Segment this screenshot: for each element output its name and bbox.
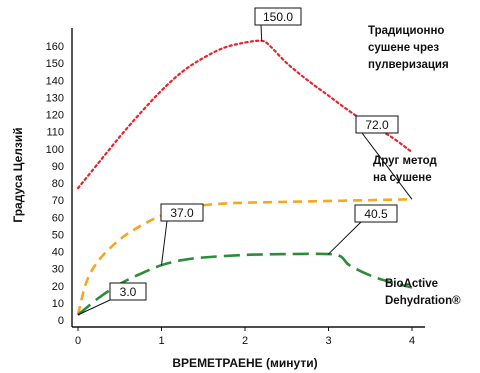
- callout: 72.0: [355, 115, 413, 200]
- y-tick-label: 50: [52, 229, 64, 241]
- x-axis-title: ВРЕМЕТРАЕНЕ (минути): [172, 356, 317, 370]
- x-tick-labels: 0 1 2 3 4: [75, 327, 415, 347]
- y-tick-label: 140: [46, 75, 64, 87]
- legend-line: BioActive: [385, 278, 438, 290]
- callout: 37.0: [160, 203, 204, 266]
- callout-leader: [260, 24, 263, 41]
- callout-value: 150.0: [263, 10, 293, 24]
- y-tick-label: 30: [52, 264, 64, 276]
- y-tick-label: 120: [46, 110, 64, 122]
- callout-value: 72.0: [365, 118, 389, 132]
- y-tick-label: 0: [58, 315, 64, 327]
- y-tick-label: 130: [46, 92, 64, 104]
- callout-leader: [361, 132, 413, 200]
- legend-line: Традиционно: [368, 25, 444, 37]
- y-tick-label: 60: [52, 212, 64, 224]
- legend-label-1: Друг метод на сушене: [373, 155, 438, 184]
- y-tick-label: 150: [46, 58, 64, 70]
- legend-label-0: Традиционно сушене чрез пулверизация: [368, 25, 449, 71]
- y-tick-label: 80: [52, 178, 64, 190]
- legend-line: пулверизация: [368, 59, 449, 71]
- axes: [71, 28, 425, 328]
- callout-box: [354, 204, 398, 223]
- callout-leader: [161, 220, 168, 266]
- x-tick-label: 3: [325, 335, 331, 347]
- series-legends: Традиционно сушене чрез пулверизация Друг м…: [368, 25, 461, 307]
- x-tick-label: 4: [409, 335, 415, 347]
- callout-value: 3.0: [120, 285, 137, 299]
- callout: 3.0: [77, 282, 147, 316]
- legend-line: Dehydration®: [385, 295, 461, 307]
- callout-box: [109, 282, 147, 301]
- y-tick-label: 20: [52, 281, 64, 293]
- callout-box: [160, 203, 204, 222]
- y-tick-label: 40: [52, 247, 64, 259]
- y-axis-title: Градуса Целзий: [11, 127, 25, 222]
- series-line-2: [77, 252, 413, 316]
- legend-line: на сушене: [373, 172, 432, 184]
- x-tick-label: 2: [242, 335, 248, 347]
- series-line-0: [76, 39, 414, 190]
- y-tick-label: 100: [46, 144, 64, 156]
- value-callouts: 150.0 72.0 37.0 40.5 3.0: [77, 7, 413, 316]
- callout: 150.0: [254, 7, 302, 41]
- callout-leader: [77, 299, 111, 316]
- legend-line: Друг метод: [373, 155, 438, 167]
- legend-label-2: BioActive Dehydration®: [385, 278, 461, 307]
- x-tick-label: 0: [75, 335, 81, 347]
- y-tick-label: 90: [52, 161, 64, 173]
- y-tick-label: 70: [52, 195, 64, 207]
- series-lines: [76, 39, 414, 316]
- callout-leader: [328, 221, 362, 255]
- legend-line: сушене чрез: [368, 42, 439, 54]
- y-tick-label: 10: [52, 298, 64, 310]
- y-tick-label: 160: [46, 41, 64, 53]
- y-tick-labels: 0 10 20 30 40 50 60 70 80 90 100 110 120 130 140 150 160: [46, 41, 64, 327]
- callout-value: 37.0: [170, 206, 194, 220]
- y-tick-label: 110: [46, 127, 64, 139]
- callout: 40.5: [328, 204, 398, 255]
- callout-box: [355, 115, 399, 134]
- callout-value: 40.5: [364, 207, 388, 221]
- x-tick-label: 1: [158, 335, 164, 347]
- callout-box: [254, 7, 302, 26]
